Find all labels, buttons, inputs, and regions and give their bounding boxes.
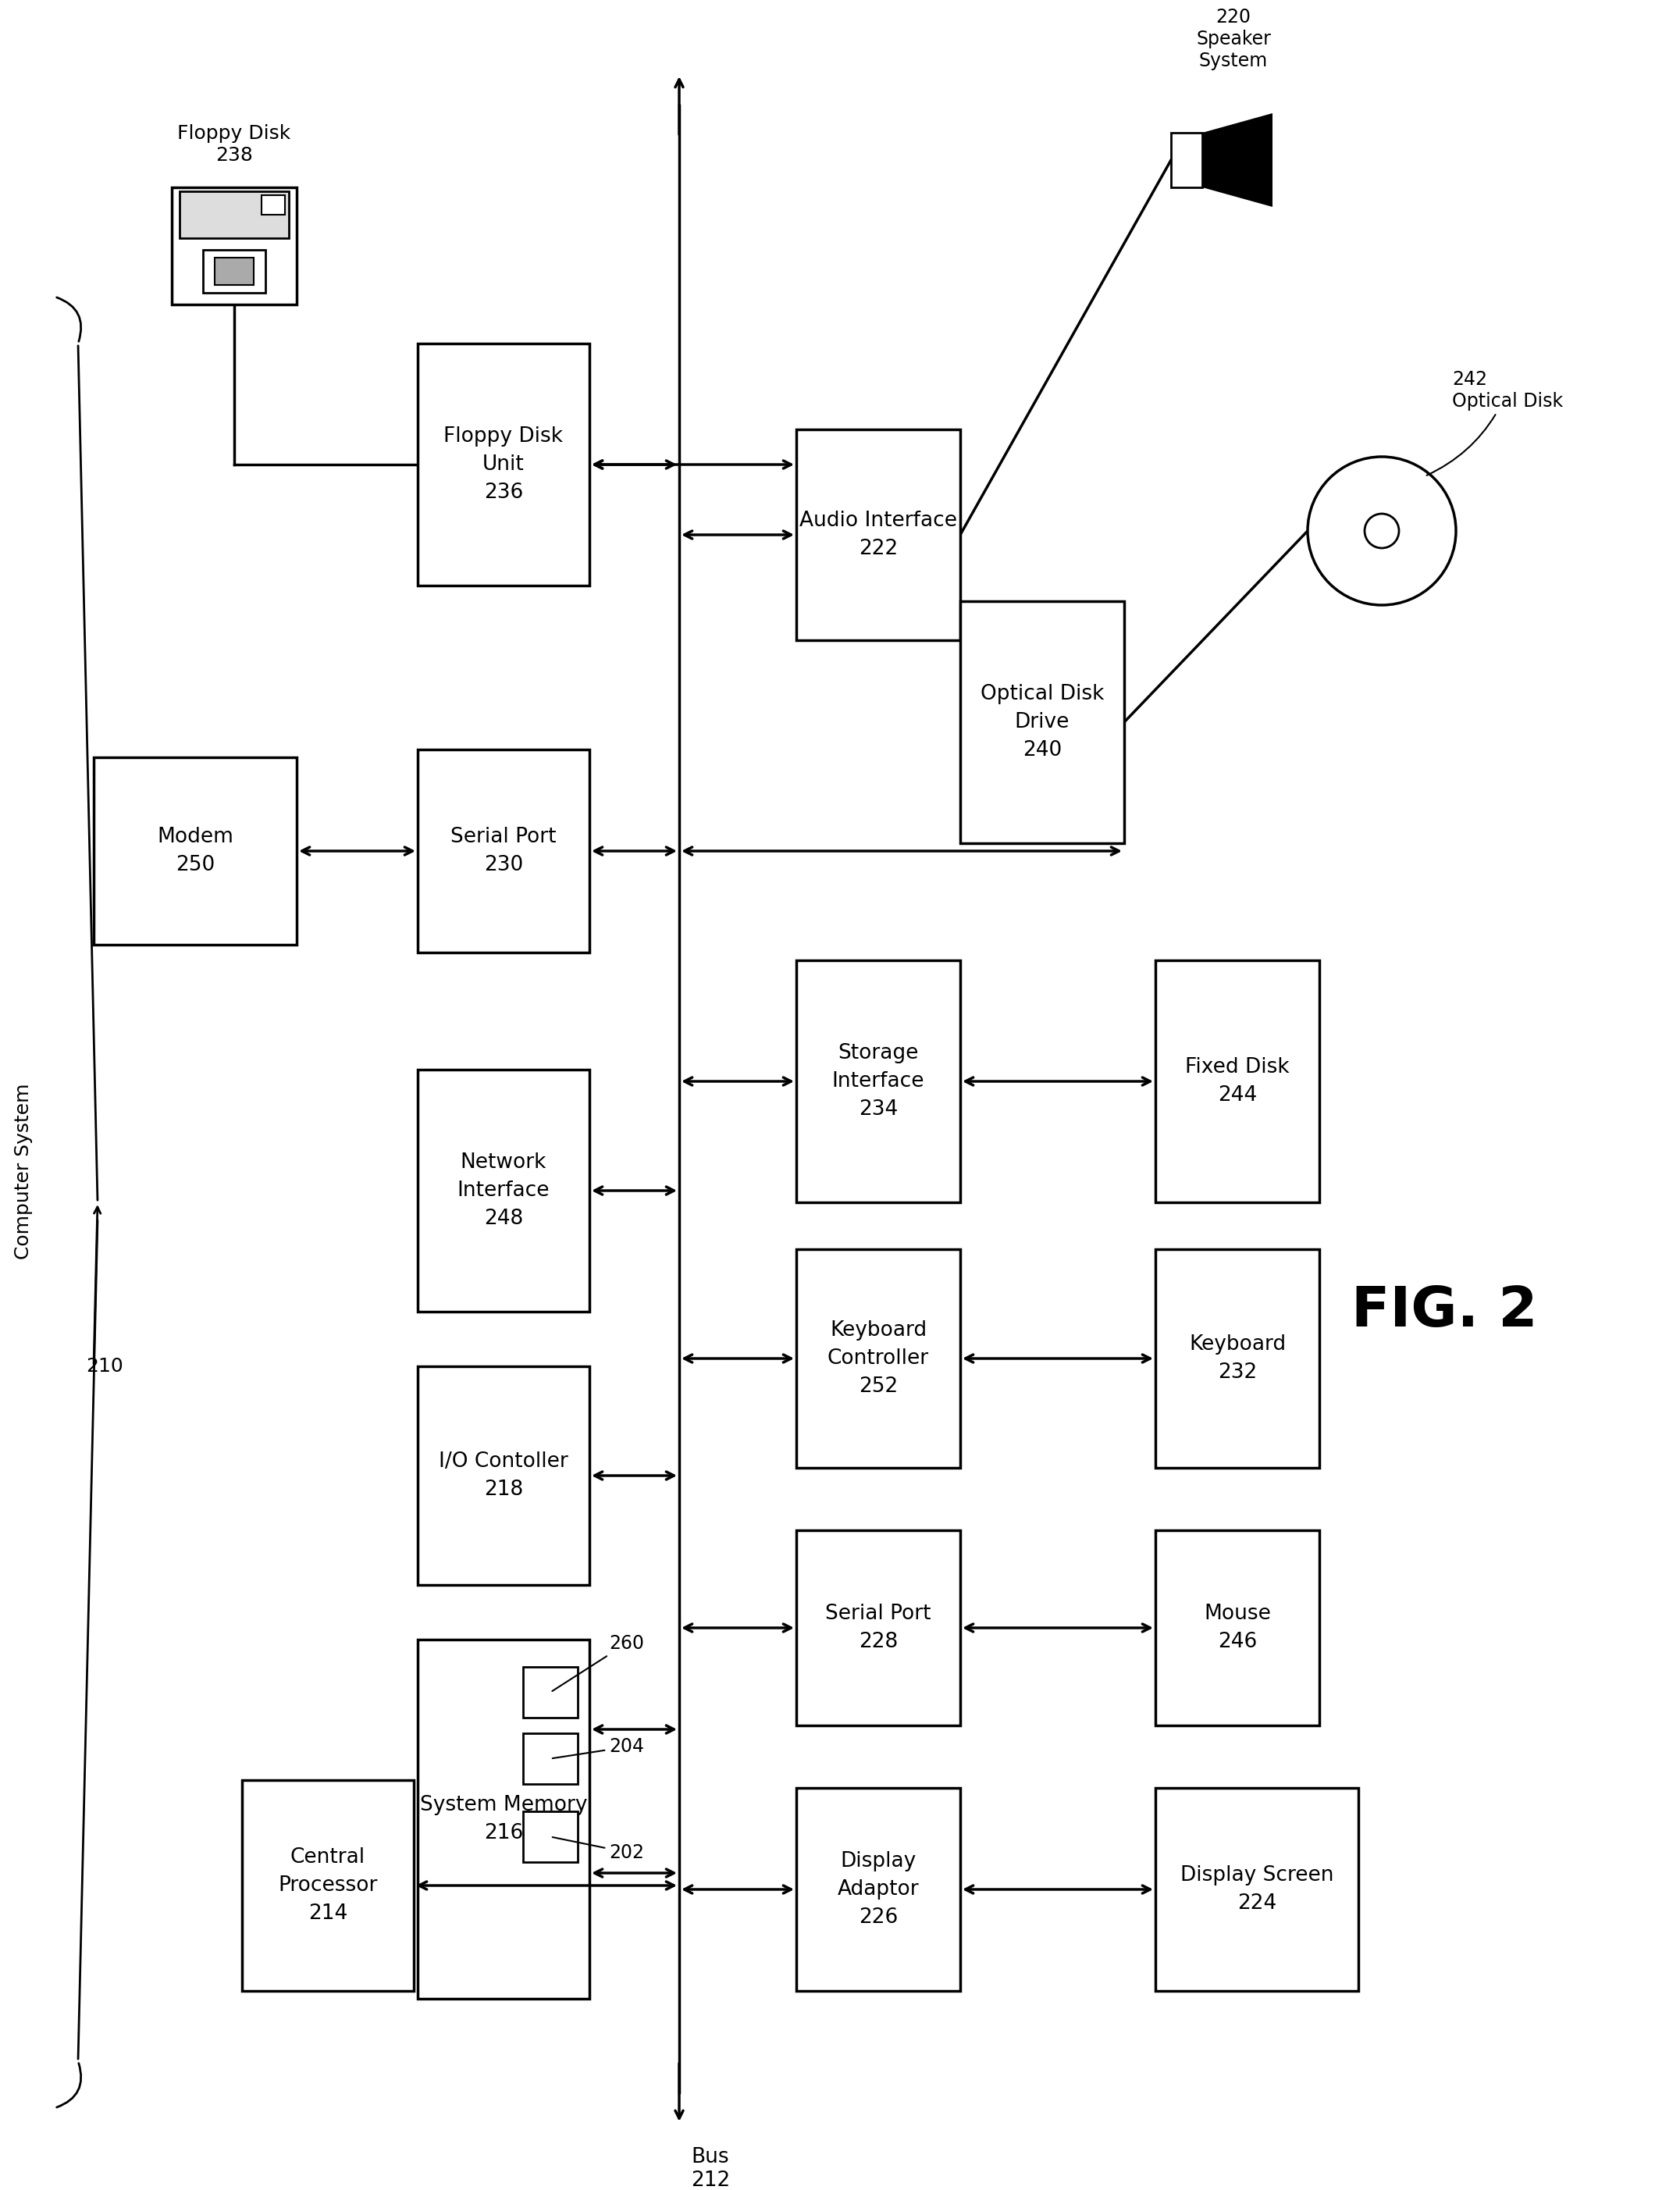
Bar <box>1156 961 1319 1202</box>
Text: Bus
212: Bus 212 <box>690 2146 731 2190</box>
Text: Floppy Disk
Unit
236: Floppy Disk Unit 236 <box>444 427 563 504</box>
Text: 220
Speaker
System: 220 Speaker System <box>1196 9 1270 70</box>
Bar <box>1171 134 1203 188</box>
Bar <box>203 250 265 293</box>
Text: Display
Adaptor
226: Display Adaptor 226 <box>837 1851 919 1927</box>
Bar <box>522 1667 578 1717</box>
Bar <box>961 602 1124 843</box>
Text: Display Screen
224: Display Screen 224 <box>1179 1866 1334 1914</box>
Text: Optical Disk
Drive
240: Optical Disk Drive 240 <box>981 683 1104 760</box>
Text: 260: 260 <box>553 1634 643 1691</box>
Circle shape <box>1307 458 1457 604</box>
Text: Serial Port
230: Serial Port 230 <box>450 828 556 876</box>
Bar <box>796 1531 961 1726</box>
Bar <box>796 1787 961 1991</box>
Text: Storage
Interface
234: Storage Interface 234 <box>832 1042 924 1119</box>
Text: Network
Interface
248: Network Interface 248 <box>457 1152 549 1229</box>
Bar <box>418 1640 590 1999</box>
Text: 242
Optical Disk: 242 Optical Disk <box>1426 370 1562 475</box>
Bar <box>242 1780 413 1991</box>
Text: Computer System: Computer System <box>13 1084 34 1259</box>
Text: Modem
250: Modem 250 <box>156 828 234 876</box>
Bar <box>418 1367 590 1586</box>
Bar <box>215 258 254 285</box>
Text: 210: 210 <box>86 1358 123 1375</box>
Bar <box>522 1732 578 1785</box>
Bar <box>1156 1248 1319 1467</box>
Text: Mouse
246: Mouse 246 <box>1205 1603 1270 1651</box>
Bar <box>180 191 289 239</box>
Bar <box>171 188 297 304</box>
Bar <box>262 195 286 215</box>
Text: Keyboard
Controller
252: Keyboard Controller 252 <box>828 1321 929 1397</box>
Bar <box>94 758 297 944</box>
Text: Fixed Disk
244: Fixed Disk 244 <box>1184 1058 1290 1106</box>
Bar <box>1156 1531 1319 1726</box>
Bar <box>796 429 961 639</box>
Text: I/O Contoller
218: I/O Contoller 218 <box>438 1452 568 1500</box>
Bar <box>796 1248 961 1467</box>
Text: 202: 202 <box>553 1837 643 1862</box>
Bar <box>418 344 590 585</box>
Text: Serial Port
228: Serial Port 228 <box>825 1603 931 1651</box>
Bar <box>418 1069 590 1312</box>
Text: Floppy Disk
238: Floppy Disk 238 <box>178 125 291 164</box>
Bar <box>522 1811 578 1861</box>
Text: Audio Interface
222: Audio Interface 222 <box>800 510 958 558</box>
Text: System Memory
216: System Memory 216 <box>420 1796 588 1844</box>
Bar <box>796 961 961 1202</box>
Bar <box>418 749 590 953</box>
Circle shape <box>1364 515 1399 548</box>
Text: Keyboard
232: Keyboard 232 <box>1189 1334 1285 1382</box>
Text: 204: 204 <box>553 1737 643 1759</box>
Bar <box>1156 1787 1359 1991</box>
Text: FIG. 2: FIG. 2 <box>1351 1286 1537 1338</box>
Text: Central
Processor
214: Central Processor 214 <box>279 1846 378 1923</box>
Polygon shape <box>1203 114 1272 206</box>
